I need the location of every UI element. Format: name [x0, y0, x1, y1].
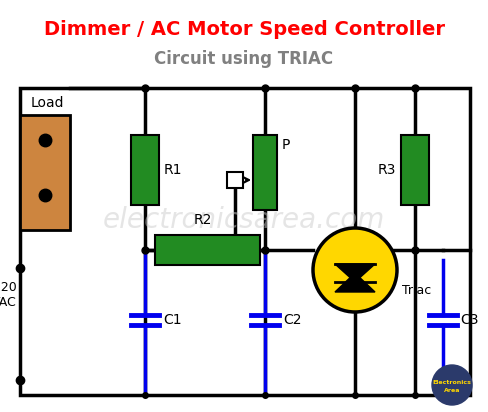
Text: 110/220
VAC: 110/220 VAC	[0, 281, 17, 309]
Text: Circuit using TRIAC: Circuit using TRIAC	[154, 50, 333, 68]
Circle shape	[312, 228, 396, 312]
Circle shape	[431, 365, 471, 405]
Text: R1: R1	[163, 163, 182, 177]
Bar	[20, 88, 469, 395]
Text: P: P	[282, 138, 290, 152]
Text: Dimmer / AC Motor Speed Controller: Dimmer / AC Motor Speed Controller	[43, 20, 444, 39]
Text: electronicsarea.com: electronicsarea.com	[102, 206, 385, 234]
Text: R2: R2	[193, 213, 211, 227]
Text: Area: Area	[443, 389, 459, 393]
Bar	[131, 135, 159, 205]
Text: C1: C1	[163, 313, 181, 327]
Text: Electronics: Electronics	[432, 379, 470, 384]
Bar	[226, 172, 243, 188]
Polygon shape	[334, 264, 374, 282]
Text: R3: R3	[377, 163, 395, 177]
Text: C2: C2	[283, 313, 301, 327]
Bar	[155, 235, 260, 265]
Text: C3: C3	[460, 313, 478, 327]
Text: Load: Load	[30, 96, 63, 110]
Bar	[252, 135, 276, 210]
Bar	[20, 115, 70, 230]
Bar	[400, 135, 428, 205]
Polygon shape	[334, 273, 374, 292]
Text: Triac: Triac	[401, 283, 430, 297]
